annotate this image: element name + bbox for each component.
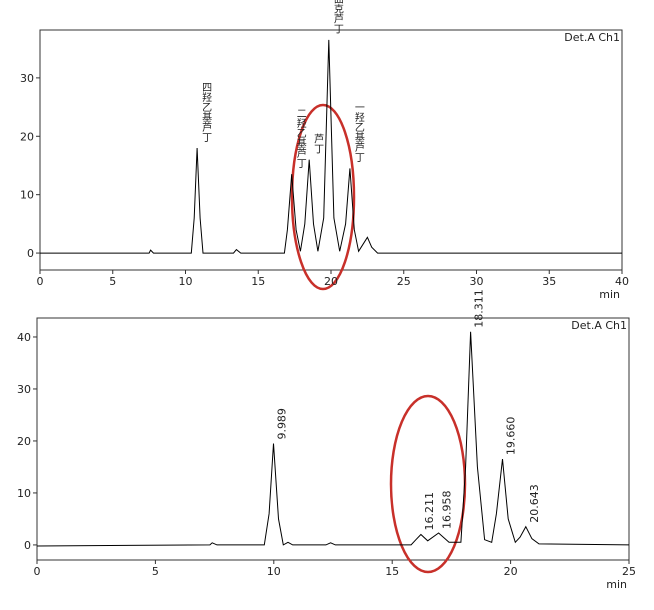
detector-label: Det.A Ch1 <box>564 31 620 44</box>
plot-frame <box>36 317 630 561</box>
y-tick-label: 20 <box>20 130 34 143</box>
x-tick-label: 20 <box>324 275 338 288</box>
y-tick-label: 30 <box>20 72 34 85</box>
x-tick-label: 25 <box>622 565 636 578</box>
x-tick-label: 10 <box>267 565 281 578</box>
detector-label: Det.A Ch1 <box>571 319 627 332</box>
x-tick-label: 15 <box>251 275 265 288</box>
x-axis-label: min <box>599 288 620 301</box>
y-tick-label: 20 <box>17 435 31 448</box>
x-tick-label: 40 <box>615 275 629 288</box>
x-tick-label: 5 <box>109 275 116 288</box>
x-tick-label: 0 <box>37 275 44 288</box>
peak-label: 曲克芦丁 <box>331 0 343 34</box>
highlight-ellipse <box>389 394 467 574</box>
peak-label: 16.958 <box>441 490 454 529</box>
highlight-ellipse <box>290 103 356 291</box>
y-tick-label: 10 <box>17 487 31 500</box>
x-tick-label: 10 <box>179 275 193 288</box>
peak-label: 二羟乙基芦丁 <box>294 108 306 168</box>
peak-label: 一羟乙基芦丁 <box>352 102 364 162</box>
peak-label: 18.311 <box>473 289 486 328</box>
x-tick-label: 20 <box>504 565 518 578</box>
x-tick-label: 5 <box>152 565 159 578</box>
y-tick-label: 30 <box>17 383 31 396</box>
peak-label: 19.660 <box>505 417 518 456</box>
peak-label: 9.989 <box>276 408 289 440</box>
y-tick-label: 40 <box>17 331 31 344</box>
y-tick-label: 10 <box>20 189 34 202</box>
peak-label: 四羟乙基芦丁 <box>200 82 212 142</box>
x-axis-label: min <box>606 578 627 591</box>
x-tick-label: 30 <box>470 275 484 288</box>
x-tick-label: 0 <box>34 565 41 578</box>
peak-label: 20.643 <box>528 484 541 523</box>
peak-label: 16.211 <box>423 492 436 531</box>
plot-frame <box>39 29 623 271</box>
chromatogram-trace <box>36 331 630 547</box>
y-tick-label: 0 <box>27 247 34 260</box>
chromatogram-trace <box>40 39 622 254</box>
x-tick-label: 35 <box>542 275 556 288</box>
peak-label: 芦丁 <box>312 133 324 153</box>
y-tick-label: 0 <box>24 539 31 552</box>
x-tick-label: 15 <box>385 565 399 578</box>
x-tick-label: 25 <box>397 275 411 288</box>
